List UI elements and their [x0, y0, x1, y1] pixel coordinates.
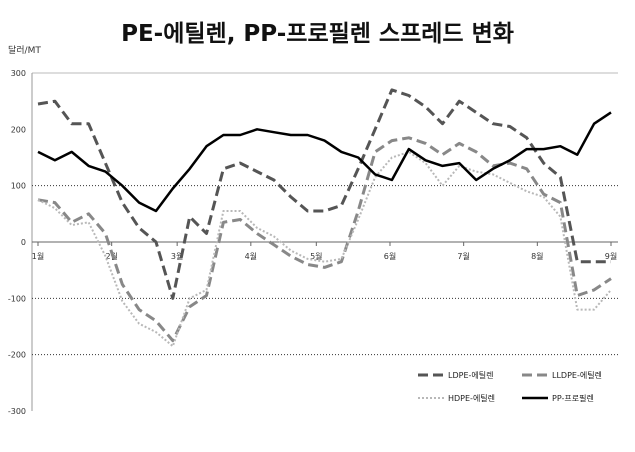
series-line-0	[37, 88, 611, 300]
legend-label: PP-프로필렌	[552, 393, 594, 403]
y-tick-label: 300	[11, 69, 26, 78]
y-tick-label: 0	[21, 238, 26, 247]
series-line-3	[37, 111, 612, 213]
x-tick-label: 8월	[531, 251, 543, 261]
x-tick-label: 3월	[171, 251, 183, 261]
series-line-2	[37, 150, 612, 348]
x-tick-label: 4월	[245, 251, 257, 261]
y-tick-label: -100	[8, 294, 26, 303]
x-tick-label: 6월	[384, 251, 396, 261]
legend-label: LLDPE-에틸렌	[552, 370, 602, 380]
legend-label: HDPE-에틸렌	[448, 393, 495, 403]
y-tick-label: -300	[8, 407, 26, 416]
x-tick-label: 5월	[310, 251, 322, 261]
chart-title: PE-에틸렌, PP-프로필렌 스프레드 변화	[121, 21, 514, 47]
y-tick-label: 200	[11, 125, 26, 134]
legend-label: LDPE-에틸렌	[448, 370, 493, 380]
x-tick-label: 9월	[605, 251, 617, 261]
y-axis-unit-label: 달러/MT	[8, 46, 41, 56]
series-line-1	[37, 136, 612, 343]
y-tick-label: -200	[8, 351, 26, 360]
x-tick-label: 1월	[32, 251, 44, 261]
x-tick-label: 7월	[457, 251, 469, 261]
y-tick-label: 100	[11, 182, 26, 191]
